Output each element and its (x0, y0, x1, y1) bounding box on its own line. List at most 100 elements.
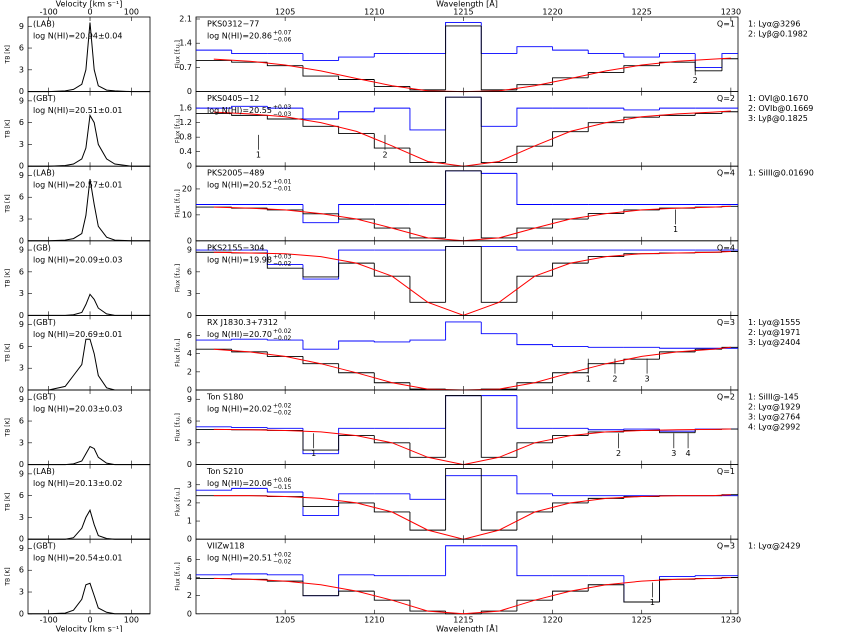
panel-frame (195, 240, 739, 316)
panel-title: (GBT) (33, 542, 56, 551)
spectrum-step (445, 545, 482, 576)
error-minus: −0.15 (273, 484, 292, 491)
spectrum-step (373, 53, 410, 58)
error-minus: −0.03 (273, 111, 292, 118)
panel-subtitle: log N(HI)=20.57±0.01 (33, 181, 122, 190)
y-axis-label: Flux [f.u.] (175, 264, 182, 292)
spectrum-step (231, 105, 268, 109)
spectrum-step (338, 574, 375, 596)
y-tick-label: 3 (19, 513, 24, 522)
x-tick-label: 1205 (275, 615, 295, 624)
feature-label: 1 (650, 598, 655, 607)
spectrum-step (373, 263, 410, 277)
spectrum-step (623, 65, 660, 73)
x-tick-label: 1215 (453, 8, 473, 17)
quality-label: Q=4 (717, 169, 735, 178)
line-id: 1: Lyα@3296 (748, 20, 800, 29)
spectrum-step (373, 107, 410, 112)
spectrum-step (480, 321, 517, 335)
line-id: 1: SiIII@0.01690 (748, 169, 814, 178)
spectrum-step (409, 382, 446, 390)
spectrum-step (231, 113, 268, 116)
y-axis-label: TB [K] (5, 567, 12, 586)
spectrum-step (587, 363, 624, 373)
spectrum-step (694, 575, 722, 577)
data-line (28, 293, 150, 316)
data-line (28, 338, 150, 391)
x-tick-label: 1225 (632, 615, 652, 624)
spectrum-step (409, 339, 446, 342)
x-tick-label: -100 (40, 615, 58, 624)
y-tick-label: 3 (19, 65, 24, 74)
y-tick-label: 1.4 (179, 39, 192, 48)
x-tick-label: 0 (87, 8, 92, 17)
feature-label: 1 (311, 449, 316, 458)
y-tick-label: 6 (19, 193, 24, 202)
y-tick-label: 0 (187, 162, 192, 171)
y-axis-label: Flux [f.u.] (175, 562, 182, 590)
y-axis-label: TB [K] (5, 120, 12, 139)
x-tick-label: 1220 (542, 8, 562, 17)
spectrum-step (445, 245, 482, 251)
spectrum-step (587, 213, 624, 220)
y-tick-label: 0 (19, 460, 24, 469)
data-line (28, 445, 150, 466)
y-tick-label: 4 (187, 349, 192, 358)
y-axis-label: TB [K] (5, 45, 12, 64)
y-tick-label: 0 (187, 236, 192, 245)
line-id: 2: Lyα@1971 (748, 328, 800, 337)
spectrum-step (552, 493, 589, 497)
x-axis-label: Velocity [km s⁻¹] (56, 624, 123, 632)
spectrum-step (587, 346, 624, 348)
spectrum-step (587, 428, 624, 431)
spectrum-step (480, 97, 517, 127)
spectrum-step (266, 106, 303, 109)
y-tick-label: 9 (187, 246, 192, 255)
y-tick-label: 0 (187, 535, 192, 544)
y-tick-label: 9 (19, 171, 24, 180)
spectrum-step (623, 209, 660, 214)
spectrum-step (338, 590, 375, 596)
data-line (213, 577, 731, 615)
quality-label: Q=4 (717, 243, 735, 252)
spectrum-step (266, 252, 303, 269)
spectrum-step (338, 493, 375, 516)
data-line (213, 251, 731, 316)
line-id: 1: OVI@0.1670 (748, 94, 808, 103)
spectrum-step (659, 347, 696, 349)
y-axis-label: Flux [f.u.] (175, 488, 182, 516)
spectrum-step (445, 245, 482, 303)
x-tick-label: 1215 (453, 615, 473, 624)
panel-title: (LAB) (33, 467, 55, 476)
y-tick-label: 0 (187, 460, 192, 469)
spectrum-step (587, 497, 624, 503)
x-axis-label: Velocity [km s⁻¹] (56, 0, 123, 9)
spectrum-step (694, 53, 722, 68)
spectrum-step (266, 573, 303, 576)
spectrum-step (516, 382, 553, 390)
x-tick-label: 1220 (542, 615, 562, 624)
spectrum-step (721, 58, 738, 71)
panel-title: PKS2155−304 (207, 243, 264, 252)
y-tick-label: 6 (187, 417, 192, 426)
y-tick-label: 3 (19, 438, 24, 447)
spectrum-step (480, 170, 517, 239)
y-tick-label: 0.8 (179, 133, 192, 142)
y-tick-label: 0 (19, 311, 24, 320)
spectrum-step (338, 262, 375, 277)
error-plus: +0.01 (273, 179, 292, 186)
x-tick-label: 100 (124, 615, 139, 624)
spectrum-step (338, 340, 375, 350)
panel-title: RX J1830.3+7312 (207, 318, 278, 327)
panel-subtitle: log N(HI)=20.55 (207, 106, 272, 115)
panel-title: PKS2005−489 (207, 169, 264, 178)
spectrum-step (445, 96, 482, 130)
feature-label: 4 (686, 449, 691, 458)
y-tick-label: 9 (19, 469, 24, 478)
y-tick-label: 0 (19, 87, 24, 96)
panel-subtitle: log N(HI)=20.51±0.01 (33, 106, 122, 115)
spectrum-step (623, 428, 660, 430)
data-line (28, 113, 150, 167)
spectrum-step (409, 228, 446, 239)
spectrum-step (623, 53, 660, 58)
